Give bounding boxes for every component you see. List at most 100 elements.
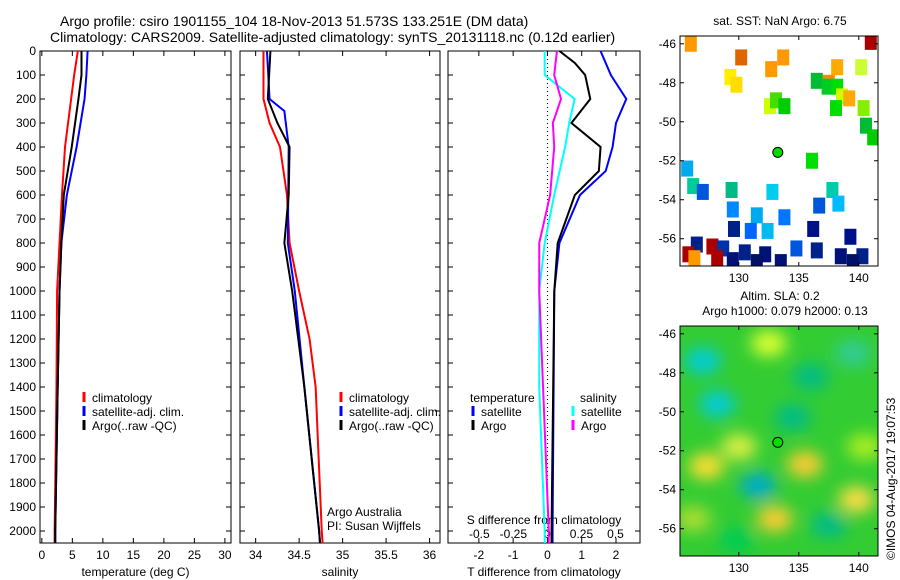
legend-label: satellite-adj. clim.: [92, 405, 184, 419]
sst-cell: [855, 59, 868, 76]
sst-cell: [830, 100, 842, 117]
axes-box: [447, 50, 641, 544]
sst-cell: [735, 49, 748, 66]
sst-cell: [844, 228, 857, 245]
y-tick-label: 1900: [9, 500, 36, 514]
sst-cell: [813, 197, 826, 214]
y-tick-label: -52: [659, 154, 677, 168]
y-tick-label: 900: [16, 260, 36, 274]
sst-cell: [832, 195, 845, 212]
x-tick-label: 130: [729, 271, 749, 285]
sla-blob: [838, 486, 875, 513]
sla-blob: [792, 363, 829, 390]
axes-box: [679, 325, 879, 557]
series-line: [262, 51, 324, 544]
sst-cell: [864, 36, 877, 50]
figure-title-line2: Climatology: CARS2009. Satellite-adjuste…: [50, 29, 616, 45]
panel-sla-map: 130 135 140 -46 -48 -50 -52 -54 -56: [659, 325, 879, 575]
y-tick-label: 1300: [9, 356, 36, 370]
x-tick-label: 20: [157, 548, 171, 562]
sla-blob: [756, 505, 793, 532]
x-tick-label: 25: [188, 548, 202, 562]
y-tick-label: 100: [16, 68, 36, 82]
argo-position-marker: [772, 146, 784, 158]
x-tick-label: 135: [789, 271, 809, 285]
y-tick-label: 1800: [9, 476, 36, 490]
sst-cell: [681, 160, 694, 177]
sst-cell: [867, 129, 878, 146]
y-tick-label: 200: [16, 92, 36, 106]
sst-cell: [790, 240, 803, 257]
legend-label: Argo: [481, 419, 507, 433]
y-tick-label: 1700: [9, 452, 36, 466]
x-tick-label: 140: [849, 271, 869, 285]
sst-cell: [766, 183, 779, 200]
y-tick-label: -56: [659, 522, 677, 536]
sst-cell: [744, 222, 757, 239]
sla-blob: [720, 433, 757, 460]
x-tick-label: -1: [508, 548, 519, 562]
x-tick-label: 35: [336, 548, 350, 562]
legend-label: climatology: [349, 391, 409, 405]
sst-cell: [778, 209, 791, 226]
panel-temperature: 0 5 10 15 20 25 300100200300400500600700800900…: [9, 44, 232, 579]
sst-cell: [730, 76, 743, 93]
x-tick-label: 5: [69, 548, 76, 562]
x-tick-label: 2: [613, 548, 620, 562]
series-line: [54, 51, 83, 543]
y-tick-label: -52: [659, 444, 677, 458]
y-tick-label: 1100: [10, 308, 36, 322]
sst-cell: [831, 59, 844, 76]
x-tick-label: 140: [849, 561, 869, 575]
x-tick-label: 36: [423, 548, 437, 562]
sst-cell: [810, 72, 823, 89]
x2-tick-label: 0: [544, 527, 551, 541]
sst-map-title: sat. SST: NaN Argo: 6.75: [713, 14, 847, 28]
y-tick-label: -46: [659, 327, 677, 341]
sla-blob: [680, 505, 712, 532]
sst-cell: [774, 254, 787, 266]
series-line-s-satellite: [538, 51, 576, 543]
x-tick-label: 10: [96, 548, 110, 562]
y-tick-label: 300: [16, 116, 36, 130]
sst-cell: [750, 207, 763, 224]
y-tick-label: 1000: [9, 284, 36, 298]
series-line: [266, 50, 321, 544]
x2-tick-label: 0.25: [570, 527, 594, 541]
sla-blob: [786, 451, 823, 478]
y-tick-label: 600: [16, 188, 36, 202]
sst-cell: [711, 250, 724, 266]
sla-blob: [774, 404, 811, 431]
sst-cell: [846, 254, 859, 266]
sst-cell: [687, 178, 700, 195]
sst-cell: [821, 78, 834, 95]
panel-difference: -2 -1 0 1 2 T difference from climatology -0.5…: [447, 50, 641, 579]
sst-cell: [684, 36, 697, 52]
sst-cell: [778, 98, 791, 115]
y-tick-label: -48: [659, 76, 677, 90]
legend-label: climatology: [92, 391, 152, 405]
legend-label: Argo(..raw -QC): [92, 419, 177, 433]
axes-box: [679, 35, 879, 267]
y-tick-label: 500: [16, 164, 36, 178]
legend-label: satellite: [481, 405, 522, 419]
argo-position-marker: [772, 436, 784, 448]
sla-blob: [834, 340, 871, 367]
sla-blob: [688, 453, 725, 480]
x-tick-label: 30: [218, 548, 232, 562]
x-axis-label: salinity: [322, 565, 359, 579]
y-tick-label: 1200: [9, 332, 36, 346]
sst-cell: [856, 248, 869, 265]
sla-map-title-line1: Altim. SLA: 0.2: [740, 289, 820, 303]
y-tick-label: -54: [659, 193, 677, 207]
x-tick-label: 15: [127, 548, 141, 562]
panel-salinity: 34 34.5 35 35.5 36 salinity climatologysatelli…: [239, 50, 441, 579]
annotation: Argo Australia: [327, 505, 402, 519]
sst-cell: [761, 222, 774, 239]
x-tick-label: 1: [578, 548, 585, 562]
series-line-s-argo: [538, 50, 563, 543]
y-tick-label: -56: [659, 232, 677, 246]
x-tick-label: 135: [789, 561, 809, 575]
sst-cell: [765, 61, 778, 78]
